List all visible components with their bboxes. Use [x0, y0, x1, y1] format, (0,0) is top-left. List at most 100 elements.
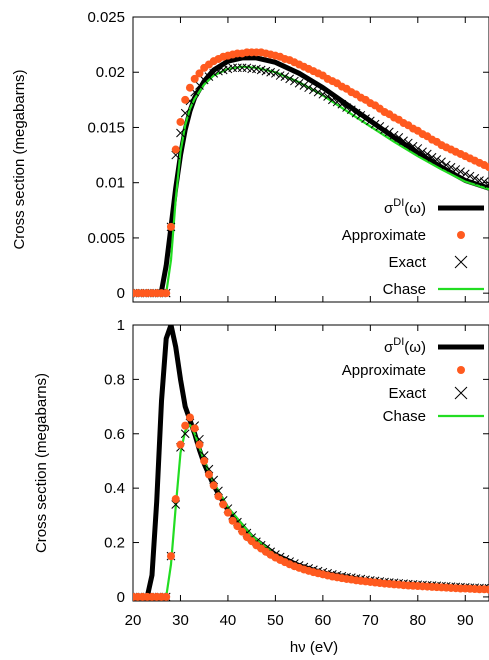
approximate-point	[185, 413, 194, 422]
exact-point	[195, 81, 204, 90]
legend-entry: σDI(ω)	[384, 197, 484, 217]
exact-point	[427, 152, 437, 162]
exact-point	[313, 87, 323, 97]
series-exact	[133, 63, 489, 298]
y-tick-label: 0.025	[87, 9, 125, 26]
bottom-panel: 0 0.2 0.4 0.6 0.8 1 20 30 40 50 60 70 80 90 Cross sect…	[33, 317, 489, 629]
plot-frame	[132, 324, 489, 602]
exact-point	[290, 76, 299, 86]
legend-entry: σDI(ω)	[384, 336, 484, 356]
approximate-point	[219, 500, 228, 509]
exact-point	[337, 99, 347, 109]
approximate-point	[171, 145, 180, 154]
exact-point	[465, 171, 475, 181]
x-axis-title: hν (eV)	[290, 639, 338, 656]
top-panel: 0 0.005 0.01 0.015 0.02 0.025 Cross section (m…	[11, 9, 489, 303]
y-tick-label: 0.01	[96, 175, 125, 192]
exact-point	[294, 78, 304, 88]
exact-point	[460, 169, 470, 179]
y-tick-label: 1	[117, 317, 125, 334]
legend-label: Exact	[388, 385, 426, 402]
exact-point	[370, 119, 380, 129]
series-chase-line	[133, 65, 489, 295]
x-tick-label: 60	[315, 612, 332, 629]
series-di-line	[133, 325, 489, 600]
legend-entry: Chase	[383, 281, 484, 298]
legend-entry: Exact	[388, 254, 468, 271]
y-tick-label: 0	[117, 285, 125, 302]
exact-point	[451, 165, 461, 174]
exact-point	[199, 75, 209, 85]
x-tick-label: 30	[172, 612, 189, 629]
exact-point	[361, 114, 370, 123]
y-tick-label: 0.6	[104, 426, 125, 443]
legend-swatch-approximate	[457, 231, 465, 239]
exact-point	[408, 141, 418, 151]
exact-point	[346, 105, 356, 115]
legend: σDI(ω) Approximate Exact Chase	[342, 336, 484, 425]
exact-point	[422, 149, 432, 159]
approximate-point	[238, 527, 247, 536]
exact-point	[180, 429, 190, 439]
exact-point	[403, 138, 413, 148]
y-tick-label: 0.02	[96, 64, 125, 81]
y-tick-label: 0.8	[104, 371, 125, 388]
legend-label: σDI(ω)	[384, 197, 426, 217]
x-tick-label: 40	[220, 612, 237, 629]
approximate-point	[195, 440, 204, 449]
legend-label: Chase	[383, 408, 426, 425]
approximate-point	[200, 456, 209, 465]
x-tick-label: 20	[125, 612, 142, 629]
approximate-point	[171, 495, 180, 504]
exact-point	[299, 81, 309, 90]
exact-point	[399, 136, 408, 146]
legend-label: Chase	[383, 281, 426, 298]
legend: σDI(ω) Approximate Exact Chase	[342, 197, 484, 298]
exact-point	[176, 128, 185, 138]
approximate-point	[166, 552, 175, 561]
exact-point	[328, 95, 337, 105]
legend-entry: Approximate	[342, 362, 465, 379]
legend-label: Approximate	[342, 362, 426, 379]
exact-point	[470, 173, 480, 183]
y-tick-label: 0.2	[104, 535, 125, 552]
exact-point	[342, 103, 351, 112]
series-approximate	[133, 413, 489, 601]
exact-point	[413, 144, 423, 153]
approximate-point	[176, 440, 185, 449]
y-tick-label: 0.005	[87, 230, 125, 247]
plot-frame	[132, 16, 489, 303]
approximate-point	[176, 117, 185, 126]
approximate-point	[204, 470, 213, 479]
legend-swatch-approximate	[457, 366, 465, 374]
y-axis-title: Cross section (megabarns)	[33, 373, 50, 553]
exact-point	[432, 155, 442, 164]
y-axis-title: Cross section (megabarns)	[11, 69, 28, 249]
approximate-point	[223, 508, 232, 517]
approximate-point	[228, 516, 237, 525]
series-di-line	[133, 55, 489, 296]
x-tick-label: 50	[267, 612, 284, 629]
legend-swatch-exact	[454, 255, 468, 269]
approximate-point	[214, 492, 223, 501]
approximate-point	[485, 585, 489, 594]
exact-point	[375, 122, 385, 131]
y-tick-label: 0	[117, 589, 125, 606]
exact-point	[437, 157, 446, 167]
exact-point	[332, 97, 342, 107]
approximate-point	[190, 74, 199, 83]
legend-label: Exact	[388, 254, 426, 271]
exact-point	[304, 83, 313, 93]
exact-point	[209, 68, 219, 78]
legend-entry: Approximate	[342, 227, 465, 244]
exact-point	[418, 147, 427, 157]
exact-point	[309, 85, 318, 95]
legend-label: Approximate	[342, 227, 426, 244]
exact-point	[204, 72, 214, 82]
x-tick-label: 70	[362, 612, 379, 629]
approximate-point	[195, 69, 204, 78]
exact-point	[380, 125, 389, 135]
approximate-point	[233, 522, 242, 531]
exact-point	[456, 167, 465, 177]
